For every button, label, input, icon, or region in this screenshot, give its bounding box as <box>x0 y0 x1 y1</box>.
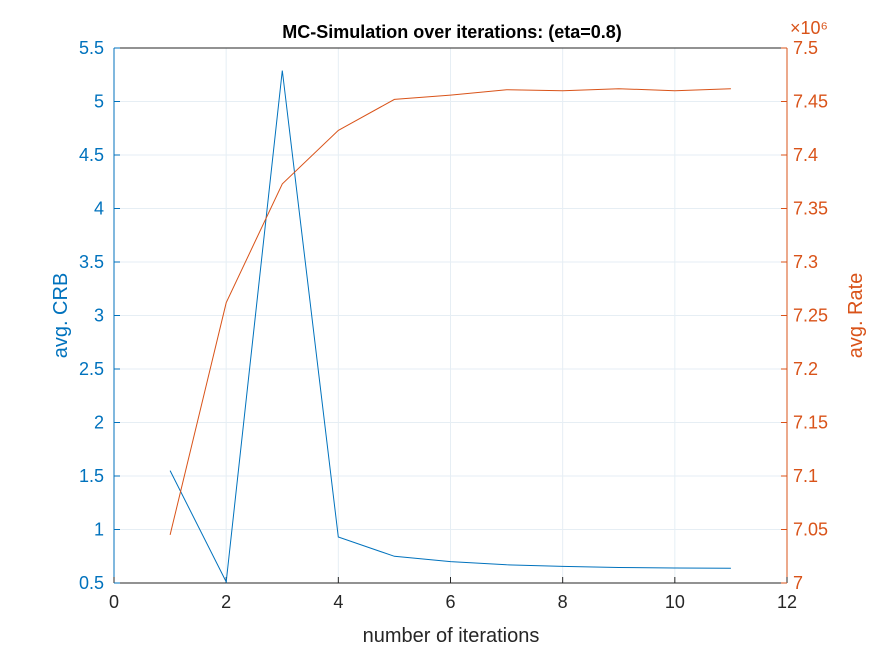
left-tick-label: 0.5 <box>79 573 104 593</box>
left-tick-label: 1 <box>94 520 104 540</box>
x-tick-label: 8 <box>558 592 568 612</box>
left-tick-label: 1.5 <box>79 466 104 486</box>
right-tick-label: 7.25 <box>793 306 828 326</box>
grid <box>113 47 788 584</box>
series-lines <box>169 70 731 584</box>
right-tick-label: 7.5 <box>793 38 818 58</box>
right-tick-label: 7.15 <box>793 413 828 433</box>
x-tick-label: 10 <box>665 592 685 612</box>
right-tick-label: 7.3 <box>793 252 818 272</box>
left-tick-label: 2.5 <box>79 359 104 379</box>
x-tick-label: 12 <box>777 592 797 612</box>
chart-title: MC-Simulation over iterations: (eta=0.8) <box>282 22 622 42</box>
x-tick-label: 4 <box>333 592 343 612</box>
left-tick-label: 5.5 <box>79 38 104 58</box>
left-tick-label: 4 <box>94 199 104 219</box>
left-tick-label: 4.5 <box>79 145 104 165</box>
left-y-axis-label: avg. CRB <box>50 273 72 359</box>
left-tick-label: 5 <box>94 92 104 112</box>
left-tick-label: 2 <box>94 413 104 433</box>
tick-labels: 0 2 4 6 8 10 12 0.5 1 1.5 2 2.5 3 3.5 4 4.5 5 5.5 7 7.05 7.1… <box>79 38 828 612</box>
x-axis-label: number of iterations <box>363 625 540 647</box>
right-axis-exponent: ×10⁶ <box>790 18 828 38</box>
left-tick-label: 3 <box>94 306 104 326</box>
right-tick-label: 7.1 <box>793 466 818 486</box>
right-tick-label: 7.4 <box>793 145 818 165</box>
right-series-line <box>169 88 731 536</box>
right-tick-label: 7 <box>793 573 803 593</box>
right-y-axis-label: avg. Rate <box>845 273 867 359</box>
right-tick-label: 7.45 <box>793 92 828 112</box>
x-tick-label: 0 <box>109 592 119 612</box>
right-tick-label: 7.35 <box>793 199 828 219</box>
x-tick-label: 2 <box>221 592 231 612</box>
left-series-line <box>169 70 731 584</box>
right-tick-label: 7.2 <box>793 359 818 379</box>
right-tick-label: 7.05 <box>793 520 828 540</box>
x-tick-label: 6 <box>445 592 455 612</box>
left-tick-label: 3.5 <box>79 252 104 272</box>
axes <box>113 47 788 584</box>
